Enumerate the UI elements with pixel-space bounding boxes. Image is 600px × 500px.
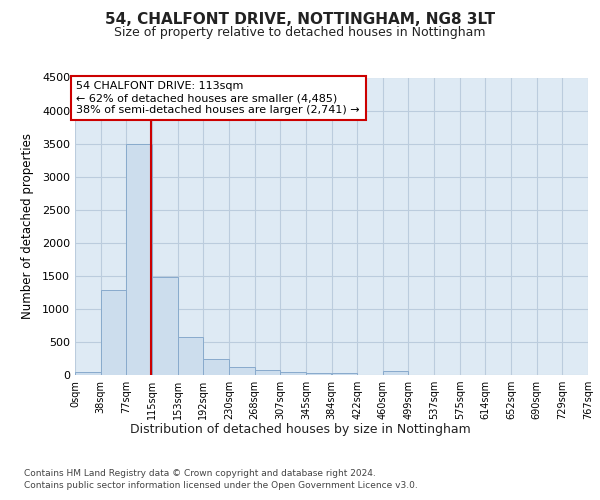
Bar [152, 277, 178, 375]
Bar [203, 359, 229, 375]
Text: Contains public sector information licensed under the Open Government Licence v3: Contains public sector information licen… [24, 481, 418, 490]
Y-axis label: Number of detached properties: Number of detached properties [20, 133, 34, 320]
Bar [383, 372, 409, 375]
Text: Size of property relative to detached houses in Nottingham: Size of property relative to detached ho… [114, 26, 486, 39]
Bar [178, 338, 203, 375]
Bar [280, 372, 306, 375]
Bar [254, 370, 280, 375]
Bar [75, 372, 101, 375]
Bar [306, 373, 331, 375]
Bar [229, 368, 254, 375]
Text: Contains HM Land Registry data © Crown copyright and database right 2024.: Contains HM Land Registry data © Crown c… [24, 468, 376, 477]
Text: 54, CHALFONT DRIVE, NOTTINGHAM, NG8 3LT: 54, CHALFONT DRIVE, NOTTINGHAM, NG8 3LT [105, 12, 495, 28]
Bar [331, 372, 357, 375]
Text: Distribution of detached houses by size in Nottingham: Distribution of detached houses by size … [130, 422, 470, 436]
Bar [127, 144, 152, 375]
Bar [101, 290, 127, 375]
Text: 54 CHALFONT DRIVE: 113sqm
← 62% of detached houses are smaller (4,485)
38% of se: 54 CHALFONT DRIVE: 113sqm ← 62% of detac… [76, 82, 360, 114]
